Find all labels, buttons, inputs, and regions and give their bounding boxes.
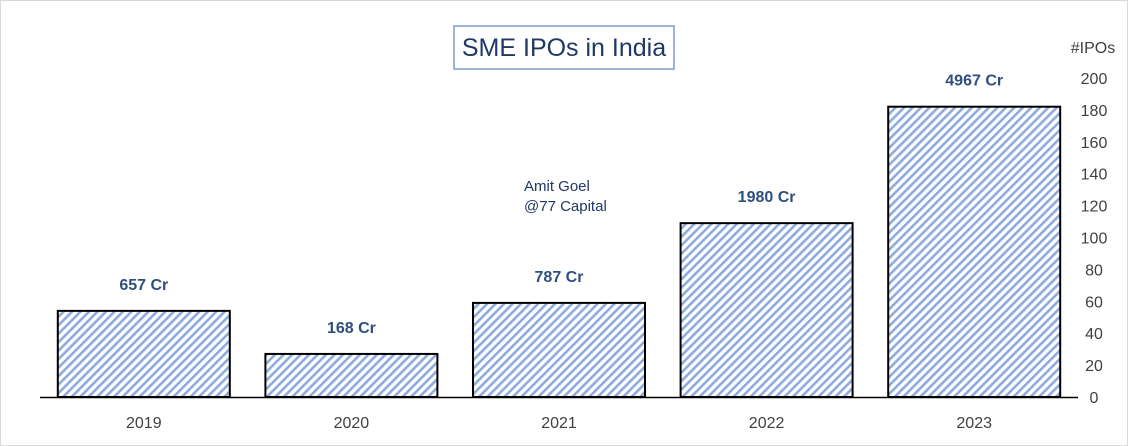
y-tick-label: 40 (1085, 326, 1103, 343)
y-tick-label: 60 (1085, 294, 1103, 311)
y-axis-label: #IPOs (1071, 40, 1115, 57)
annotation-line-2: @77 Capital (524, 198, 607, 215)
bar-data-label-2020: 168 Cr (327, 320, 376, 337)
y-tick-label: 180 (1081, 103, 1108, 120)
title-box (453, 25, 675, 70)
x-tick-label-2021: 2021 (541, 415, 577, 432)
bars (56, 105, 1062, 399)
bar-2020 (264, 352, 439, 398)
chart-title: SME IPOs in India (453, 25, 675, 70)
annotation: Amit Goel @77 Capital (524, 178, 607, 215)
bar-data-label-2022: 1980 Cr (738, 189, 796, 206)
x-tick-label-2019: 2019 (126, 415, 162, 432)
y-tick-label: 120 (1081, 199, 1108, 216)
bar-2022 (679, 222, 854, 398)
bar-2023 (887, 105, 1062, 399)
annotation-line-1: Amit Goel (524, 178, 590, 195)
bar-2021 (472, 301, 646, 398)
y-tick-label: 100 (1081, 231, 1108, 248)
x-tick-label-2023: 2023 (956, 415, 992, 432)
y-tick-label: 200 (1081, 71, 1108, 88)
y-tick-label: 20 (1085, 358, 1103, 375)
bar-data-label-2023: 4967 Cr (945, 73, 1003, 90)
bar-labels: 657 Cr 168 Cr 787 Cr 1980 Cr 4967 Cr (119, 73, 1003, 337)
title-text: SME IPOs in India (462, 34, 666, 62)
x-axis: 2019 2020 2021 2022 2023 (126, 415, 992, 432)
y-tick-label: 160 (1081, 135, 1108, 152)
y-tick-label: 0 (1090, 390, 1099, 407)
x-tick-label-2022: 2022 (749, 415, 785, 432)
bar-data-label-2021: 787 Cr (535, 269, 584, 286)
bar-data-label-2019: 657 Cr (119, 277, 168, 294)
x-tick-label-2020: 2020 (334, 415, 370, 432)
y-axis: 0 20 40 60 80 100 120 140 160 180 200 (1081, 71, 1108, 407)
y-tick-label: 140 (1081, 167, 1108, 184)
y-tick-label: 80 (1085, 262, 1103, 279)
bar-2019 (56, 309, 231, 398)
